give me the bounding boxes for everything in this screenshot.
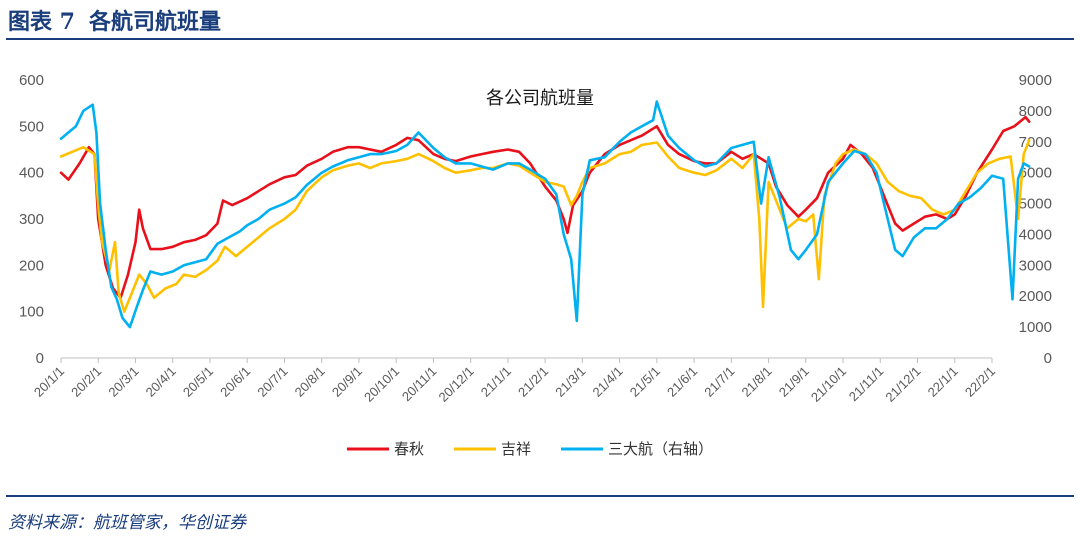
left-axis-tick: 0	[36, 350, 44, 367]
figure-header: 图表 7 各航司航班量	[0, 0, 1080, 40]
x-tick-label: 20/10/1	[361, 364, 402, 405]
x-tick-label: 21/3/1	[552, 364, 588, 400]
right-axis-tick: 9000	[1019, 72, 1052, 89]
legend-label: 吉祥	[501, 440, 531, 458]
x-tick-label: 21/5/1	[627, 364, 663, 400]
chart-title: 各公司航班量	[486, 88, 594, 109]
right-axis-tick: 6000	[1019, 165, 1052, 182]
x-tick-label: 20/12/1	[435, 364, 476, 405]
x-tick-label: 20/11/1	[399, 364, 440, 405]
right-axis-tick: 0	[1044, 350, 1052, 367]
left-axis-tick: 400	[19, 165, 44, 182]
x-tick-label: 20/8/1	[292, 364, 328, 400]
x-tick-label: 21/6/1	[664, 364, 700, 400]
footer-rule	[6, 495, 1074, 497]
line-chart: 0100200300400500600010002000300040005000…	[19, 72, 1052, 458]
x-tick-label: 20/4/1	[143, 364, 179, 400]
x-tick-label: 21/2/1	[515, 364, 551, 400]
x-tick-label: 20/5/1	[180, 364, 216, 400]
x-tick-label: 20/1/1	[31, 364, 67, 400]
x-tick-label: 21/11/1	[846, 364, 887, 405]
x-tick-label: 21/7/1	[701, 364, 737, 400]
x-tick-label: 21/10/1	[808, 364, 849, 405]
right-axis-tick: 8000	[1019, 103, 1052, 120]
legend: 春秋 吉祥 三大航（右轴）	[347, 440, 713, 458]
x-tick-label: 20/2/1	[68, 364, 104, 400]
legend-label: 三大航（右轴）	[608, 440, 713, 458]
figure-title-row: 图表 7 各航司航班量	[8, 4, 221, 36]
x-tick-label: 20/9/1	[329, 364, 365, 400]
right-axis-tick: 5000	[1019, 196, 1052, 213]
legend-label: 春秋	[394, 440, 424, 458]
figure-title: 各航司航班量	[88, 9, 221, 35]
x-tick-label: 21/4/1	[590, 364, 626, 400]
source-note: 资料来源：航班管家，华创证券	[8, 513, 246, 533]
left-axis-tick: 300	[19, 211, 44, 228]
header-rule	[6, 38, 1074, 40]
x-tick-label: 22/1/1	[925, 364, 961, 400]
x-tick-label: 21/1/1	[478, 364, 514, 400]
series-line-2	[59, 100, 1031, 329]
x-tick-label: 20/3/1	[105, 364, 141, 400]
axis-layer: 0100200300400500600010002000300040005000…	[19, 72, 1052, 405]
x-tick-label: 20/7/1	[254, 364, 290, 400]
x-tick-label: 21/12/1	[882, 364, 923, 405]
x-tick-label: 22/2/1	[962, 364, 998, 400]
x-tick-label: 20/6/1	[217, 364, 253, 400]
series-layer	[59, 100, 1031, 329]
left-axis-tick: 600	[19, 72, 44, 89]
left-axis-tick: 200	[19, 257, 44, 274]
right-axis-tick: 7000	[1019, 134, 1052, 151]
x-tick-label: 21/9/1	[776, 364, 812, 400]
right-axis-tick: 4000	[1019, 226, 1052, 243]
left-axis-tick: 100	[19, 304, 44, 321]
x-tick-label: 21/8/1	[739, 364, 775, 400]
right-axis-tick: 3000	[1019, 257, 1052, 274]
right-axis-tick: 1000	[1019, 319, 1052, 336]
left-axis-tick: 500	[19, 118, 44, 135]
right-axis-tick: 2000	[1019, 288, 1052, 305]
series-line-1	[59, 138, 1031, 313]
figure-label: 图表 7	[8, 9, 75, 35]
